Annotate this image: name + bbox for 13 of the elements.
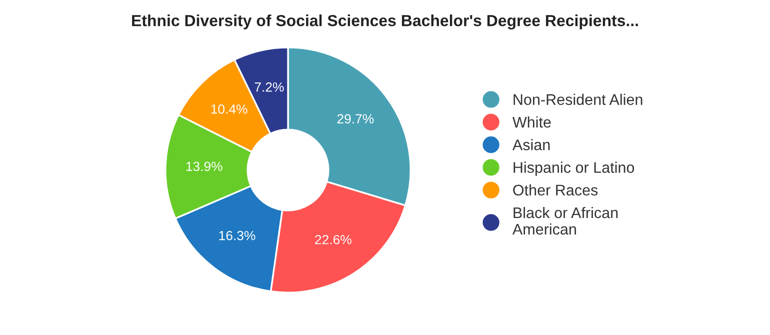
data-label: 13.9% [186,162,222,172]
data-label: 7.2% [254,82,284,92]
legend-label: Non-Resident Alien [514,94,642,105]
data-label: 29.7% [337,114,374,124]
data-label: 16.3% [219,230,256,240]
data-label: 22.6% [315,234,352,244]
data-label: 10.4% [211,104,248,114]
legend-label: Other Races [513,184,598,196]
legend-label: White [512,116,551,128]
legend-label: Black or African American [512,206,618,235]
legend-label: Hispanic or Latino [514,162,634,176]
chart-title: Ethnic Diversity of Social Sciences Bachelor's Degree Recipients... [132,14,638,30]
legend-label: Asian [512,139,550,150]
